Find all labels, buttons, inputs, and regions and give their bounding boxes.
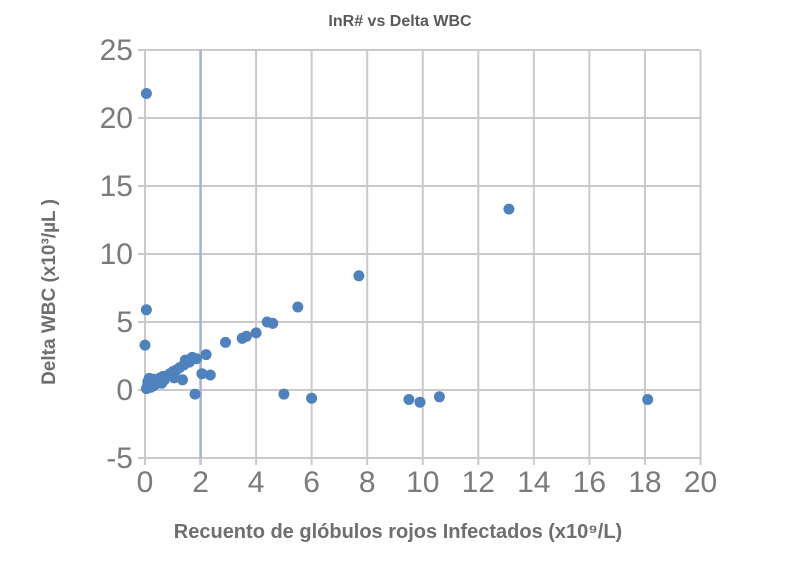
- y-tick-label: 15: [100, 170, 133, 203]
- y-tick-label: 20: [100, 102, 133, 135]
- scatter-point: [414, 396, 426, 408]
- scatter-point: [190, 353, 202, 365]
- x-tick-label: 2: [192, 466, 209, 499]
- scatter-point: [306, 392, 318, 404]
- x-tick-label: 16: [573, 466, 606, 499]
- scatter-point: [177, 374, 188, 386]
- chart-title: InR# vs Delta WBC: [328, 13, 472, 30]
- x-tick-label: 10: [406, 466, 439, 499]
- scatter-point: [240, 330, 252, 342]
- scatter-point: [140, 304, 152, 316]
- x-axis-label: Recuento de glóbulos rojos Infectados (x…: [174, 521, 622, 543]
- scatter-point: [278, 388, 290, 400]
- scatter-point: [200, 349, 212, 361]
- y-axis-label: Delta WBC (x10³/µL ): [39, 199, 60, 385]
- x-tick-label: 6: [303, 466, 320, 499]
- x-tick-label: 8: [359, 466, 376, 499]
- y-tick-label: -5: [106, 442, 133, 475]
- x-tick-label: 14: [517, 466, 550, 499]
- x-tick-label: 0: [137, 466, 154, 499]
- grid-layer: [144, 49, 702, 465]
- scatter-point: [292, 301, 304, 313]
- scatter-point: [503, 203, 515, 215]
- scatter-point: [403, 394, 415, 405]
- scatter-point: [642, 394, 654, 405]
- y-tick-label: 0: [116, 374, 133, 407]
- y-tick-label: 25: [100, 34, 133, 67]
- scatter-point: [196, 368, 208, 380]
- scatter-point: [267, 317, 279, 329]
- scatter-point: [204, 369, 216, 381]
- scatter-point: [353, 270, 365, 282]
- x-tick-label: 12: [462, 466, 495, 499]
- scatter-points: [139, 88, 654, 408]
- scatter-point: [220, 336, 231, 348]
- x-tick-label: 4: [248, 466, 265, 499]
- x-tick-label: 18: [628, 466, 661, 499]
- scatter-point: [140, 88, 152, 99]
- scatter-point: [139, 339, 151, 351]
- y-tick-label: 10: [100, 238, 133, 271]
- scatter-point: [433, 391, 445, 403]
- scatter-point: [250, 327, 262, 339]
- x-tick-label: 20: [684, 466, 717, 499]
- y-tick-label: 5: [116, 306, 133, 339]
- scatter-point: [189, 388, 201, 400]
